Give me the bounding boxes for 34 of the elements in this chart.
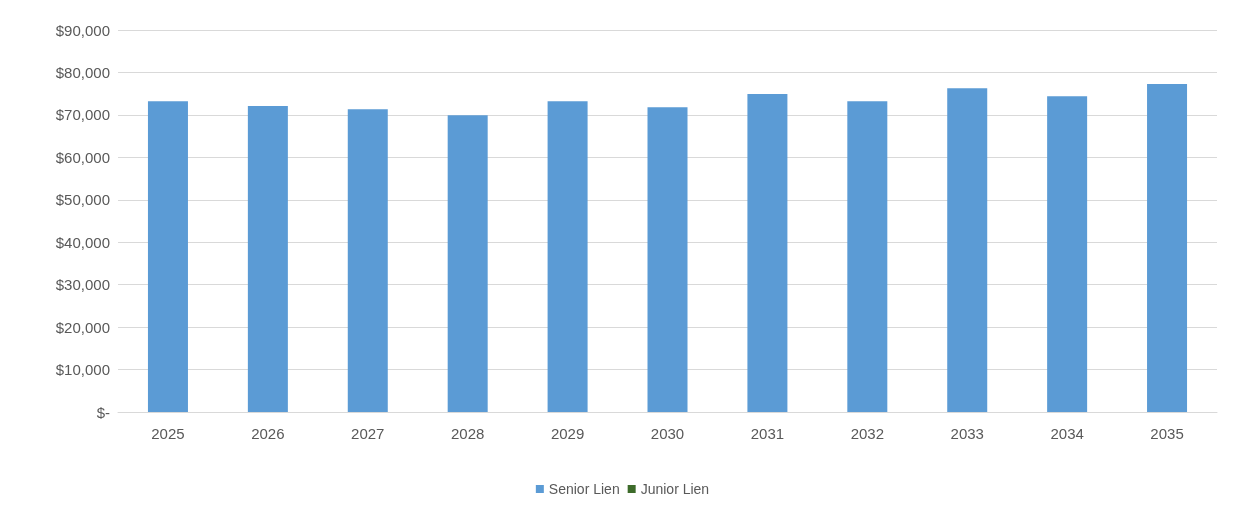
x-tick-label: 2033 — [950, 425, 984, 442]
bar — [147, 101, 188, 412]
bar — [447, 115, 488, 412]
y-tick-label: $80,000 — [55, 63, 110, 81]
x-tick-label: 2032 — [850, 425, 885, 442]
bar — [847, 101, 888, 412]
bar — [247, 105, 288, 412]
y-tick-label: $60,000 — [55, 148, 110, 166]
y-tick-label: $90,000 — [55, 21, 110, 39]
y-tick-label: $50,000 — [55, 191, 110, 209]
bar — [347, 109, 388, 412]
x-tick-label: 2035 — [1150, 425, 1184, 442]
x-tick-label: 2027 — [351, 425, 385, 442]
y-tick-label: $70,000 — [55, 106, 110, 124]
x-tick-label: 2029 — [550, 425, 585, 442]
x-tick-label: 2026 — [251, 425, 285, 442]
legend-label: Senior Lien — [548, 481, 620, 497]
x-tick-label: 2028 — [450, 425, 485, 442]
legend-label: Junior Lien — [640, 481, 710, 497]
x-tick-label: 2025 — [151, 425, 185, 442]
y-tick-label: $40,000 — [55, 233, 110, 251]
x-tick-label: 2031 — [750, 425, 785, 442]
x-tick-label: 2030 — [650, 425, 685, 442]
bar — [647, 107, 688, 412]
bar — [747, 94, 788, 412]
bar — [547, 101, 588, 412]
y-tick-label: $20,000 — [55, 318, 110, 336]
x-tick-label: 2034 — [1050, 425, 1084, 442]
bar — [947, 88, 988, 412]
bar — [1147, 83, 1188, 412]
y-tick-label: $30,000 — [55, 276, 110, 294]
y-tick-label: $- — [96, 403, 110, 421]
bar — [1047, 96, 1088, 412]
y-tick-label: $10,000 — [55, 361, 110, 379]
